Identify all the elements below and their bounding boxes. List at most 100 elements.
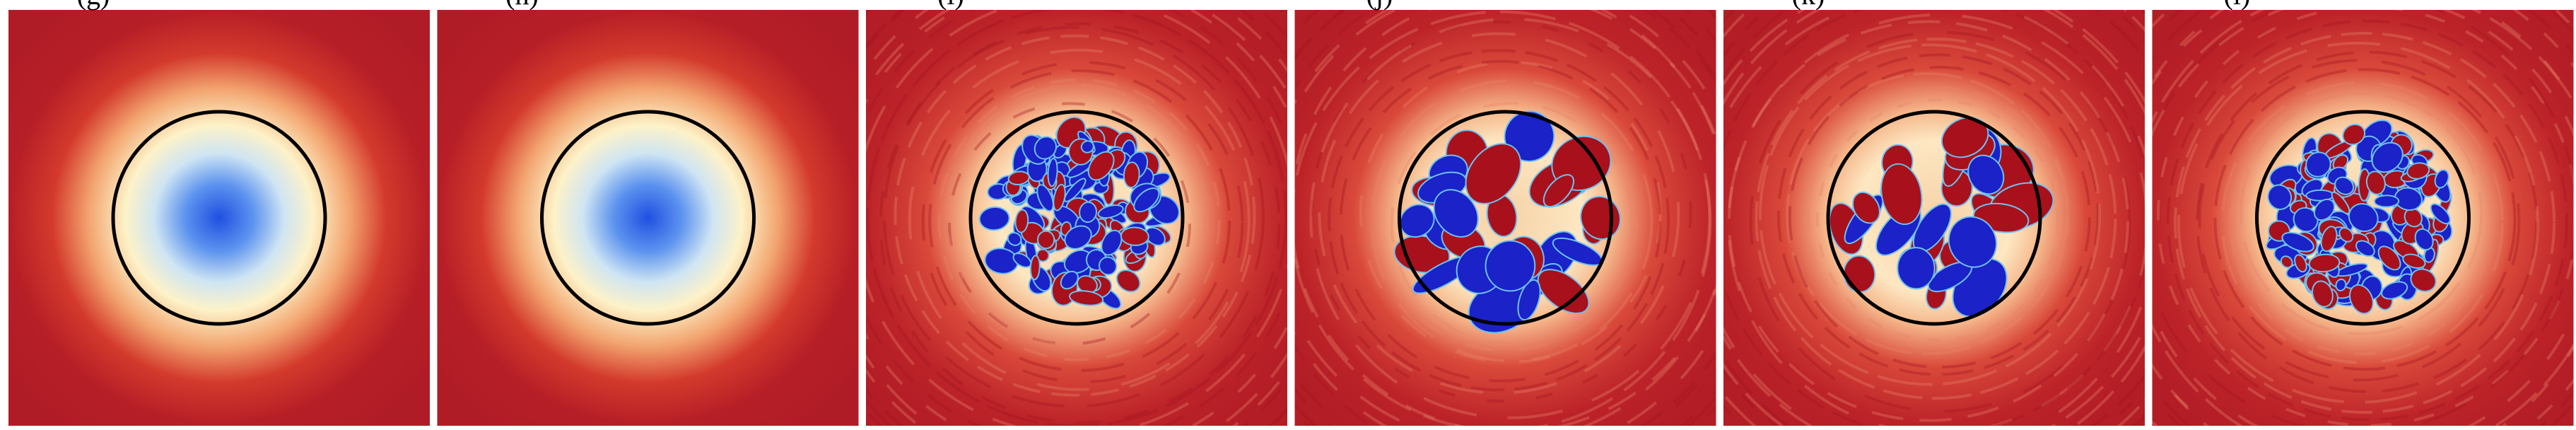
ripple [894,34,1256,397]
ripple [921,61,1244,384]
vortex [1852,191,1880,224]
ripple [1318,32,1680,395]
panel-label: (l) [2224,0,2251,11]
boundary-circle [2255,110,2471,326]
panel: (l) [2152,0,2574,426]
panel-field [2152,10,2574,426]
ripple [866,10,1287,426]
panel: (i) [866,0,1287,426]
panel-label: (k) [1792,0,1825,11]
panel-field [1294,10,1716,426]
vortex [2377,245,2401,271]
vortex [2331,191,2350,214]
vortex [1465,143,1522,204]
vortex [2371,141,2404,173]
vortex [1068,290,1104,306]
vortex [2406,162,2430,180]
vortex [1897,247,1936,290]
vortex [1116,269,1141,293]
vortex [1047,158,1058,187]
panel-label: (i) [937,0,964,11]
vortex [1012,252,1032,268]
ripple [937,78,1221,361]
vortex [1399,204,1435,238]
ripple [1749,30,2131,413]
vortex [1948,216,1998,268]
vortex [2293,207,2319,233]
vortex [2334,176,2355,195]
ripple [2220,81,2504,364]
vortex [1537,269,1590,314]
ripple [1806,86,2070,349]
boundary-circle [968,110,1185,326]
panel: (j) [1294,0,1716,426]
vortex [1063,178,1087,202]
vortex [2373,194,2400,208]
vortex [1087,151,1115,181]
vortex [1097,204,1124,219]
vortex [1485,240,1536,292]
vortex [1101,229,1123,256]
vortex [2320,226,2338,252]
ripple [879,22,1281,424]
vortex [1007,170,1030,186]
vortex [1060,270,1079,290]
vortex [2434,169,2449,189]
panel: (k) [1723,0,2145,426]
vortex [2342,123,2366,146]
ripple [1310,21,1692,403]
vortex [2365,170,2386,195]
ripple [2198,59,2521,382]
vortex [1007,231,1022,246]
vortex [2308,253,2341,273]
ripple [1788,66,2091,369]
vortex [1123,161,1140,188]
vortex [978,206,1010,231]
panel-label: (j) [1366,0,1393,11]
ripple [2174,31,2556,414]
vortex [1080,140,1094,153]
panel: (h) [437,0,859,426]
ripple [1776,53,2100,376]
boundary-circle [111,110,327,326]
ripple [2156,10,2574,426]
vortex [2348,203,2379,233]
ripple [882,25,1265,408]
ripple [945,83,1209,347]
panel-field [437,10,859,426]
vortex [1034,136,1058,160]
ripple [1328,49,1670,392]
vortex [2402,253,2426,269]
vortex [2281,231,2314,252]
field [8,10,430,426]
vortex [1079,201,1097,223]
ripple [1309,17,1711,419]
panel-field [8,10,430,426]
vortex [2267,184,2293,210]
vortex [1037,230,1055,250]
vortex [1433,189,1479,238]
vortex [1120,226,1149,246]
vortex [2335,278,2347,291]
ripple [1339,59,1662,383]
panel-label: (h) [505,0,539,11]
ripple [928,69,1231,372]
ripple [1359,60,1662,364]
vortex [2313,198,2336,221]
vortex [1064,225,1092,250]
panel: (g) [8,0,430,426]
vortex [2305,151,2331,178]
panel-label: (g) [77,0,110,11]
vortex [1014,209,1029,233]
ripple [1815,98,2059,342]
vortex [2414,228,2434,251]
ripple [1755,37,2117,400]
boundary-circle [1826,110,2042,326]
vortex [2348,284,2374,315]
vortex [1036,184,1054,212]
ripple [948,102,1192,346]
ripple [908,48,1251,391]
vortex [1133,187,1160,213]
ripple [1786,72,2069,356]
